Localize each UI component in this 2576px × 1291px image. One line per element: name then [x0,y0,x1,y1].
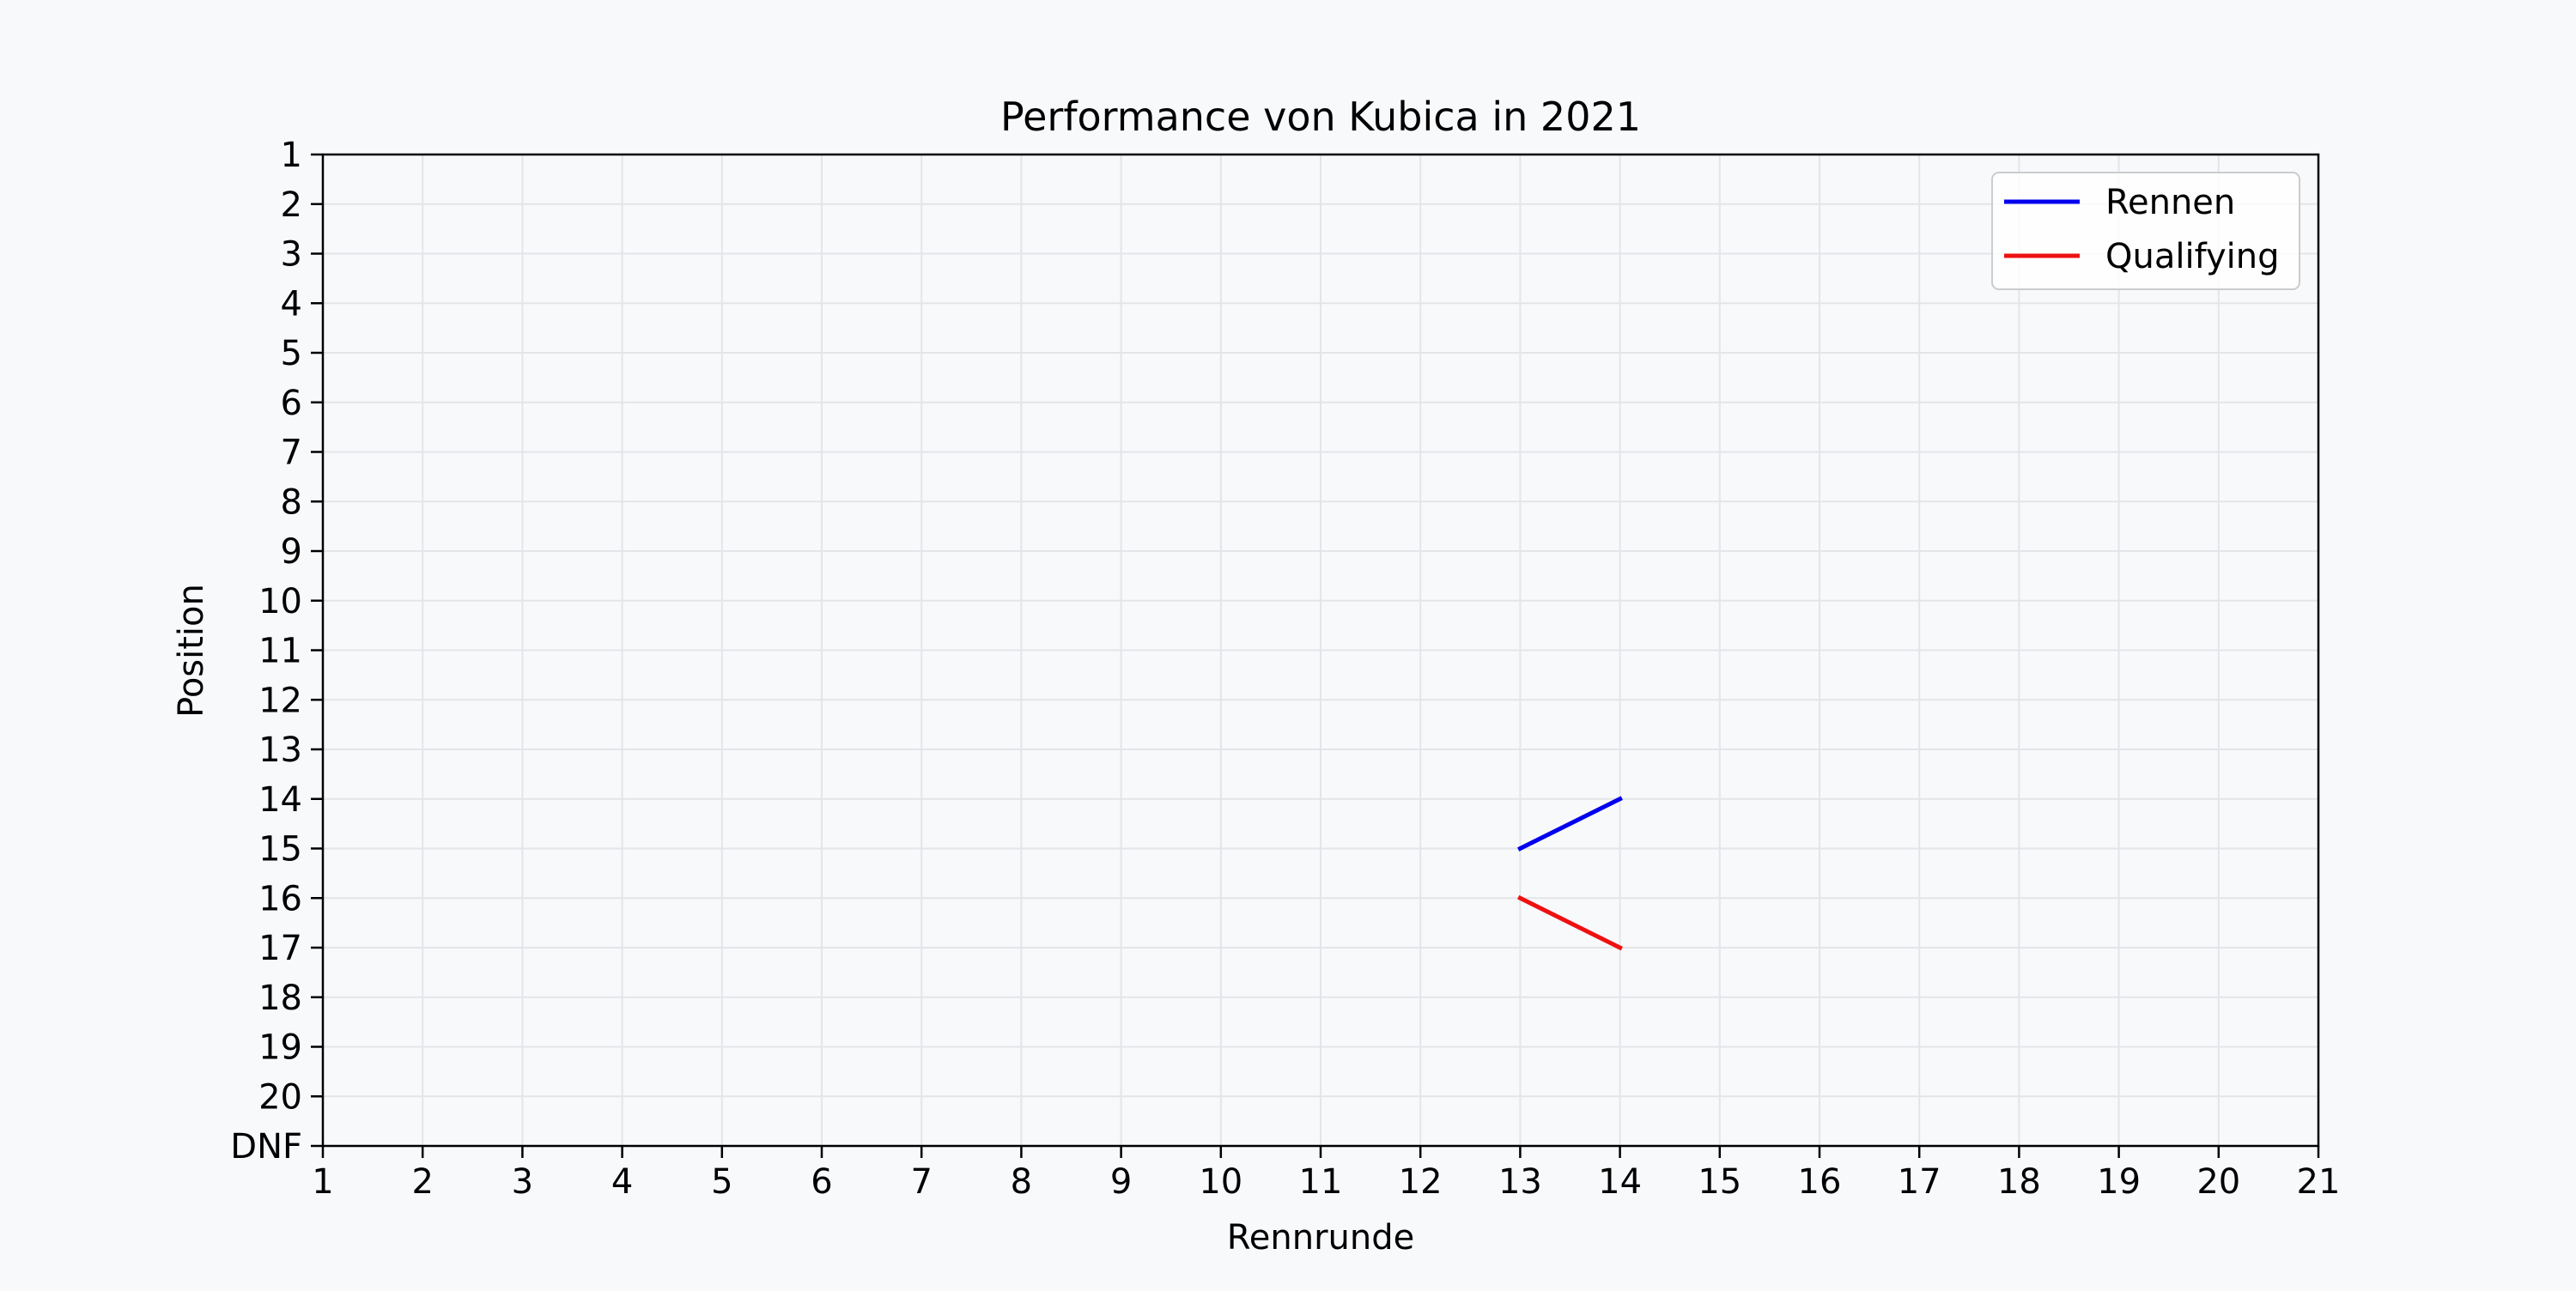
series-lines [1517,796,1623,951]
x-tick-label: 14 [1598,1162,1642,1202]
y-tick-label: 20 [258,1077,302,1117]
y-tick-label: 8 [281,482,302,522]
y-tick-label: DNF [230,1127,302,1167]
x-tick-label: 8 [1011,1162,1032,1202]
y-tick-label: 19 [258,1028,302,1068]
x-tick-label: 19 [2097,1162,2141,1202]
x-tick-label: 18 [1997,1162,2041,1202]
y-tick-label: 7 [281,433,302,473]
y-tick-label: 14 [258,780,302,820]
x-tick-label: 5 [711,1162,732,1202]
y-tick-label: 17 [258,929,302,968]
y-tick-label: 9 [281,532,302,572]
x-tick-label: 1 [312,1162,333,1202]
x-axis-label: Rennrunde [1227,1218,1414,1258]
x-axis: 1 2 3 4 5 6 7 8 9 10 11 12 13 14 15 16 17 18 19 20 21 [312,1146,2340,1202]
legend-label-rennen: Rennen [2105,183,2235,222]
x-tick-label: 12 [1399,1162,1443,1202]
x-tick-label: 9 [1110,1162,1132,1202]
legend-label-qualifying: Qualifying [2105,237,2279,276]
y-tick-label: 16 [258,879,302,918]
x-tick-label: 7 [910,1162,932,1202]
series-line-rennen [1517,796,1623,852]
x-tick-label: 10 [1199,1162,1242,1202]
y-tick-label: 15 [258,830,302,870]
y-tick-label: 18 [258,979,302,1018]
x-tick-label: 13 [1498,1162,1542,1202]
legend: Rennen Qualifying [1991,172,2300,290]
y-tick-label: 1 [281,136,302,175]
x-tick-label: 16 [1798,1162,1842,1202]
y-tick-label: 13 [258,730,302,770]
y-tick-label: 3 [281,235,302,275]
y-tick-label: 10 [258,582,302,621]
x-tick-label: 6 [811,1162,832,1202]
x-tick-label: 4 [611,1162,633,1202]
x-tick-label: 15 [1698,1162,1741,1202]
y-tick-label: 2 [281,185,302,225]
x-tick-label: 20 [2196,1162,2240,1202]
chart-title: Performance von Kubica in 2021 [1000,94,1641,140]
grid-lines [323,155,2318,1146]
y-tick-label: 6 [281,384,302,423]
y-tick-label: 12 [258,681,302,720]
x-tick-label: 17 [1898,1162,1941,1202]
x-tick-label: 21 [2297,1162,2341,1202]
series-line-qualifying [1517,894,1623,951]
y-tick-label: 5 [281,334,302,373]
y-tick-label: 11 [258,632,302,671]
x-tick-label: 2 [411,1162,433,1202]
y-axis-label: Position [172,584,211,718]
y-tick-label: 4 [281,284,302,324]
x-tick-label: 11 [1299,1162,1343,1202]
x-tick-label: 3 [512,1162,533,1202]
